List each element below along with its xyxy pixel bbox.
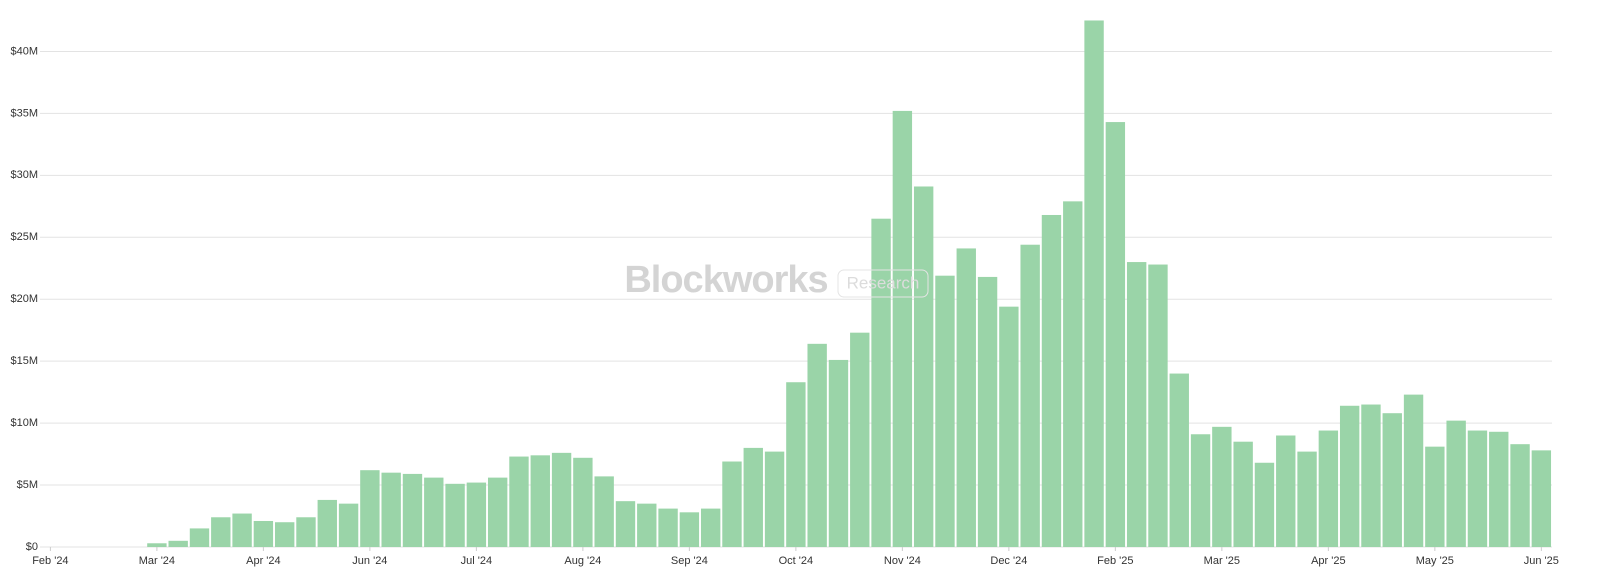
bar xyxy=(871,218,891,548)
bar xyxy=(850,332,870,547)
bar xyxy=(1190,434,1211,547)
bar xyxy=(1233,441,1253,547)
bar xyxy=(1339,405,1360,547)
bar xyxy=(615,501,636,547)
bar xyxy=(1063,201,1083,547)
bar xyxy=(253,520,274,547)
x-tick-label: Jun '24 xyxy=(352,555,387,567)
bar xyxy=(466,482,487,547)
bar xyxy=(1148,264,1168,547)
bar xyxy=(658,508,678,547)
bar xyxy=(807,343,827,547)
bar xyxy=(1126,262,1147,547)
y-tick-label: $30M xyxy=(10,169,38,181)
bar xyxy=(1105,122,1126,547)
x-tick-label: Oct '24 xyxy=(779,555,814,567)
x-tick-label: Nov '24 xyxy=(884,555,921,567)
x-tick-label: Aug '24 xyxy=(564,555,601,567)
watermark-tag: Research xyxy=(847,273,920,292)
bar xyxy=(999,306,1019,547)
bar xyxy=(338,503,359,547)
bar xyxy=(679,512,700,547)
bar xyxy=(637,503,657,547)
bar xyxy=(445,483,465,547)
x-tick-label: Apr '25 xyxy=(1311,555,1346,567)
grid xyxy=(40,50,1552,551)
bar xyxy=(1169,373,1189,547)
bar xyxy=(360,470,380,547)
y-tick-label: $35M xyxy=(10,107,38,119)
bar xyxy=(956,248,976,547)
bar xyxy=(1020,244,1040,547)
x-tick-label: Feb '24 xyxy=(32,555,68,567)
bar xyxy=(211,517,231,547)
bar xyxy=(1084,20,1104,548)
bar xyxy=(1361,404,1381,547)
bar xyxy=(1467,430,1488,547)
y-tick-label: $5M xyxy=(17,479,38,491)
bar xyxy=(1297,451,1317,547)
y-tick-label: $10M xyxy=(10,417,38,429)
bar xyxy=(317,499,337,547)
bar xyxy=(828,359,849,547)
bar xyxy=(487,477,508,547)
bar xyxy=(1403,394,1424,547)
bar xyxy=(424,477,444,547)
bar xyxy=(764,451,785,547)
watermark-box xyxy=(837,269,929,298)
y-tick-label: $40M xyxy=(10,45,38,57)
watermark: Blockworks Research xyxy=(624,259,929,301)
bar xyxy=(594,476,614,547)
bar xyxy=(1382,413,1402,547)
bar xyxy=(786,382,806,547)
bar xyxy=(1318,430,1339,547)
bar xyxy=(189,528,210,547)
x-tick-label: Dec '24 xyxy=(990,555,1027,567)
x-tick-label: Jul '24 xyxy=(461,555,492,567)
bar xyxy=(296,517,316,547)
y-tick-label: $15M xyxy=(10,355,38,367)
bar xyxy=(743,447,763,547)
watermark-brand: Blockworks xyxy=(624,259,827,301)
bar xyxy=(274,522,295,547)
bar xyxy=(551,452,572,547)
bar xyxy=(722,461,742,547)
x-tick-label: Sep '24 xyxy=(671,555,708,567)
bar xyxy=(977,276,998,547)
bar xyxy=(381,472,401,547)
bar xyxy=(509,456,529,547)
x-tick-label: May '25 xyxy=(1416,555,1454,567)
bar xyxy=(530,455,550,547)
bar xyxy=(147,543,167,547)
y-tick-label: $25M xyxy=(10,231,38,243)
bar xyxy=(402,473,423,547)
bar xyxy=(232,513,252,547)
bar xyxy=(913,186,934,547)
y-tick-label: $0 xyxy=(26,541,38,553)
x-tick-label: Apr '24 xyxy=(246,555,281,567)
bar xyxy=(700,508,721,547)
bar xyxy=(1212,426,1232,547)
x-tick-label: Mar '25 xyxy=(1204,555,1240,567)
bar xyxy=(1041,214,1062,547)
bar xyxy=(935,275,955,547)
bars xyxy=(147,20,1552,548)
bar xyxy=(1510,444,1530,547)
bar xyxy=(1446,420,1466,547)
bar xyxy=(1531,450,1552,547)
x-tick-label: Feb '25 xyxy=(1097,555,1133,567)
bar xyxy=(1254,462,1275,547)
x-tick-label: Jun '25 xyxy=(1524,555,1559,567)
bar xyxy=(1276,435,1296,547)
x-tick-label: Mar '24 xyxy=(139,555,175,567)
bar xyxy=(892,110,913,548)
bar xyxy=(1425,446,1445,547)
bar xyxy=(1489,431,1509,547)
bar xyxy=(168,540,188,547)
bar xyxy=(573,457,593,547)
y-tick-label: $20M xyxy=(10,293,38,305)
